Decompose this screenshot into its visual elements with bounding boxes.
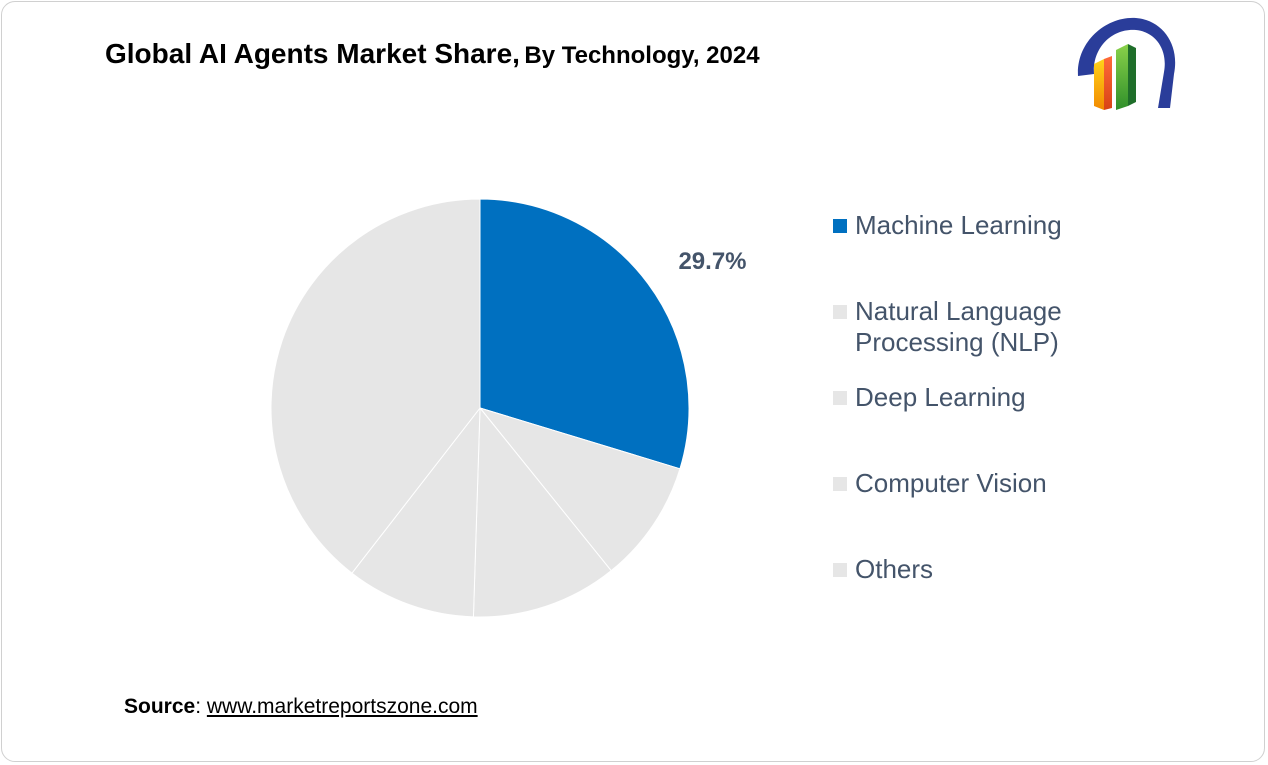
chart-title-main: Global AI Agents Market Share, — [105, 38, 520, 69]
chart-title: Global AI Agents Market Share, By Techno… — [105, 38, 760, 70]
pie-slice — [478, 407, 681, 572]
legend-label: Others — [855, 554, 934, 584]
legend-label: Deep Learning — [855, 382, 1026, 412]
source-label: Source — [124, 695, 196, 718]
data-label: 29.7% — [678, 248, 746, 275]
legend-label: Computer Vision — [855, 468, 1047, 498]
pie-slice — [479, 198, 690, 470]
pie-slice — [351, 406, 481, 618]
legend-label: Natural Language Processing (NLP) — [855, 296, 1062, 357]
source-note: Source: www.marketreportszone.com — [124, 695, 478, 719]
legend-swatch — [833, 477, 847, 491]
legend-swatch — [833, 219, 847, 233]
source-separator: : — [195, 695, 207, 718]
pie-slice — [270, 198, 481, 574]
pie-slice — [472, 406, 612, 618]
brand-logo-icon — [1077, 17, 1176, 110]
legend-swatch — [833, 563, 847, 577]
legend-swatch — [833, 391, 847, 405]
chart-title-sub: By Technology, 2024 — [524, 42, 760, 69]
legend-label: Machine Learning — [855, 210, 1062, 240]
legend-swatch — [833, 305, 847, 319]
source-link[interactable]: www.marketreportszone.com — [206, 695, 478, 718]
